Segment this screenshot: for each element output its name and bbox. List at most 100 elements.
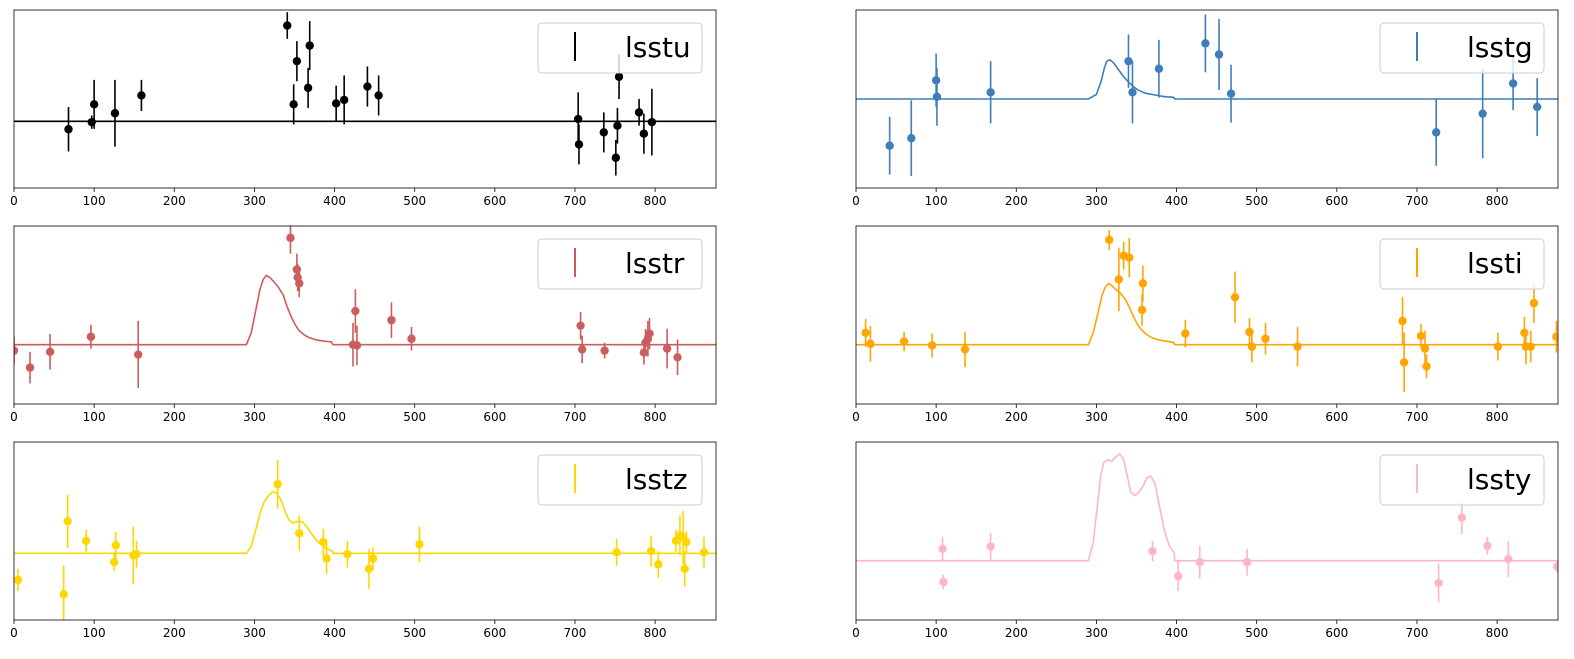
model-curve-lsstr (14, 274, 716, 346)
data-point (1293, 342, 1302, 351)
data-point (322, 554, 331, 563)
data-point (1478, 109, 1487, 118)
data-point (1457, 513, 1467, 522)
data-point (1173, 571, 1183, 581)
x-tick-label: 100 (83, 410, 106, 424)
x-tick-label: 200 (163, 626, 186, 640)
x-tick-label: 600 (1325, 410, 1348, 424)
x-tick-label: 0 (852, 194, 860, 208)
data-point (662, 344, 672, 353)
data-point (1552, 332, 1558, 341)
data-point (682, 537, 691, 547)
data-point (1483, 541, 1492, 551)
x-tick-label: 500 (1245, 194, 1268, 208)
data-point (576, 321, 585, 330)
plot-area-lsstr (14, 226, 716, 389)
axes-frame-lssty (855, 441, 1559, 621)
legend-lsstr: lsstr (537, 238, 703, 290)
data-point (331, 99, 341, 108)
data-point (1526, 342, 1535, 351)
x-tick-label: 800 (644, 626, 667, 640)
data-point (1181, 329, 1190, 338)
data-point (699, 548, 709, 557)
plot-area-lsstg (856, 14, 1558, 176)
plot-area-lssti (856, 229, 1558, 393)
data-point (1214, 50, 1224, 59)
data-point (1226, 89, 1236, 98)
x-tick-label: 600 (483, 194, 506, 208)
data-point (960, 345, 970, 354)
data-point (351, 306, 360, 316)
x-tick-label: 200 (1005, 194, 1028, 208)
data-point (647, 117, 657, 127)
data-point (364, 564, 374, 574)
data-point (109, 557, 119, 567)
x-tick-label: 400 (323, 410, 346, 424)
data-point (339, 95, 349, 105)
x-tick-label: 300 (243, 626, 266, 640)
data-point (14, 575, 23, 585)
data-point (986, 542, 995, 551)
data-point (374, 91, 383, 100)
data-point (1434, 578, 1443, 588)
data-point (343, 549, 352, 559)
data-point (907, 133, 916, 143)
data-point (1105, 235, 1114, 245)
data-point (1128, 88, 1137, 97)
data-point (639, 348, 649, 357)
data-point (25, 363, 35, 372)
data-point (63, 517, 72, 526)
data-point (1148, 546, 1157, 556)
axes-frame-lsstr (13, 225, 717, 405)
x-tick-label: 800 (1486, 194, 1509, 208)
data-point (1138, 279, 1148, 288)
axes-frame-lssti (855, 225, 1559, 405)
x-tick-label: 600 (483, 626, 506, 640)
data-point (1529, 298, 1539, 308)
data-point (415, 540, 424, 549)
data-point (1508, 79, 1518, 88)
x-tick-label: 0 (10, 410, 18, 424)
data-point (137, 91, 146, 100)
x-tick-label: 300 (1085, 626, 1108, 640)
data-point (89, 100, 99, 109)
data-point (1520, 328, 1529, 337)
legend-lssti: lssti (1379, 238, 1545, 290)
x-tick-label: 0 (10, 194, 18, 208)
data-point (1154, 64, 1164, 73)
axes-frame-lsstz (13, 441, 717, 621)
legend-box (1379, 22, 1545, 74)
data-point (110, 109, 120, 118)
legend-box (537, 22, 703, 74)
data-point (283, 21, 292, 30)
data-point (1114, 275, 1124, 284)
data-point (1201, 39, 1210, 48)
legend-box (537, 238, 703, 290)
panel-lsstr: 0 100 200 300 400 500 600 700 800 lsstr (10, 225, 717, 424)
data-point (352, 341, 362, 350)
legend-box (1379, 454, 1545, 506)
data-point (1532, 102, 1542, 112)
x-tick-label: 300 (243, 194, 266, 208)
data-point (1422, 362, 1431, 371)
data-point (86, 332, 96, 341)
x-tick-label: 200 (1005, 410, 1028, 424)
data-point (387, 315, 396, 325)
x-tick-label: 100 (83, 194, 106, 208)
x-tick-label: 100 (925, 194, 948, 208)
data-point (939, 577, 948, 587)
x-tick-label: 700 (564, 194, 587, 208)
model-curve-lssti (856, 282, 1558, 346)
x-tick-label: 400 (1165, 410, 1188, 424)
data-point (295, 279, 304, 288)
data-point (289, 100, 298, 109)
x-tick-label: 500 (403, 626, 426, 640)
x-tick-label: 600 (1325, 194, 1348, 208)
data-point (680, 564, 689, 574)
legend-lsstg: lsstg (1379, 22, 1545, 74)
legend-box (537, 454, 703, 506)
data-point (1420, 344, 1430, 353)
model-curve-lsstg (856, 58, 1558, 100)
data-point (932, 92, 942, 101)
x-tick-label: 700 (1406, 626, 1429, 640)
